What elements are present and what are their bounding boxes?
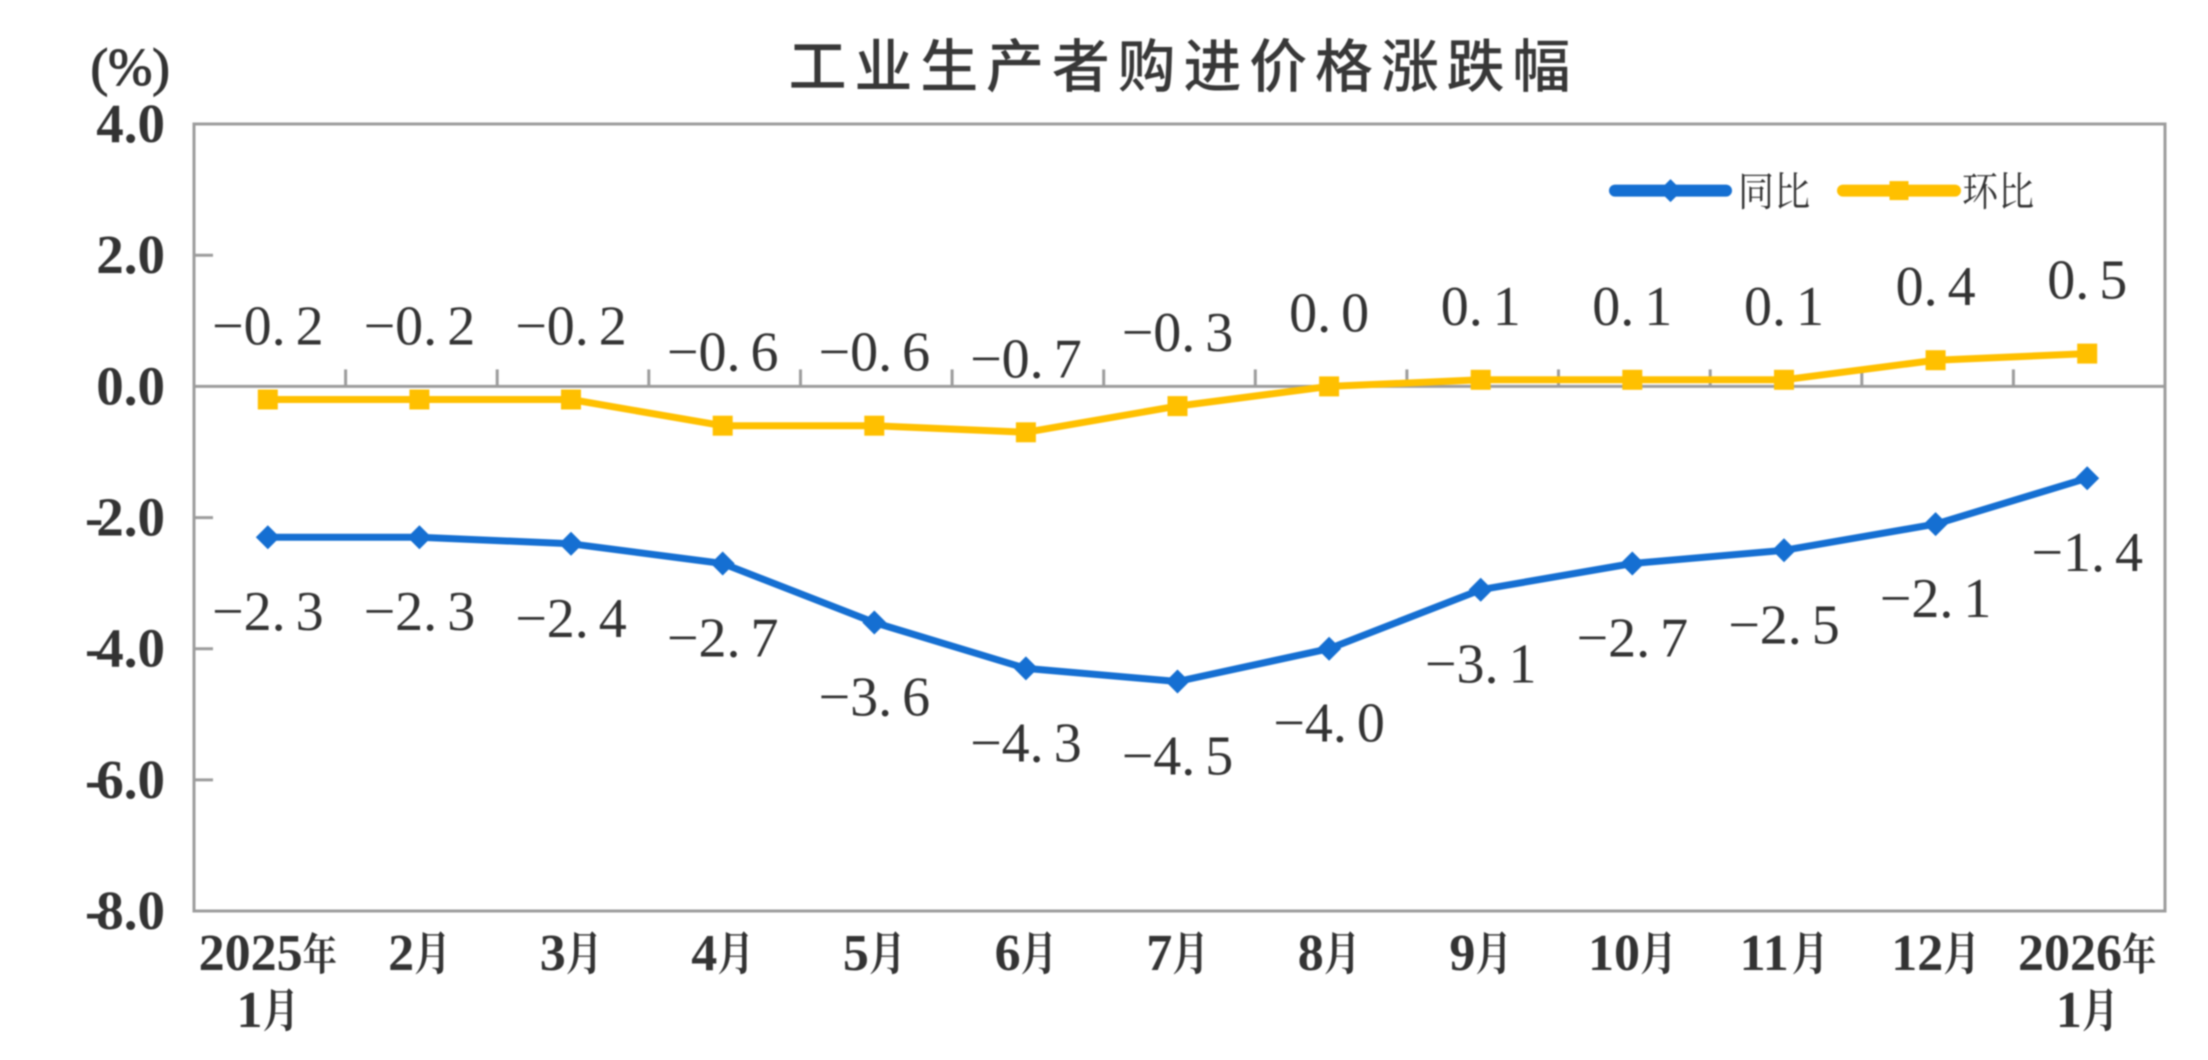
svg-text:4.0: 4.0 [96, 618, 165, 679]
svg-text:−0.7: −0. 7 [970, 328, 1082, 390]
svg-text:−0.3: −0. 3 [1122, 302, 1234, 364]
svg-text:8.0: 8.0 [96, 880, 165, 941]
svg-text:−2.3: −2. 3 [364, 581, 476, 643]
svg-text:−4.3: −4. 3 [970, 712, 1082, 774]
svg-text:8: 8 [1298, 925, 1324, 982]
svg-text:4: 4 [691, 925, 717, 982]
svg-text:0.1: 0. 1 [1592, 276, 1672, 338]
svg-text:-: - [85, 618, 103, 679]
svg-text:0.0: 0.0 [1289, 282, 1369, 344]
svg-text:0.0: 0.0 [96, 355, 165, 416]
svg-text:−1.4: −1. 4 [2031, 522, 2143, 584]
svg-text:7: 7 [1146, 925, 1172, 982]
svg-text:(%): (%) [91, 39, 170, 97]
svg-text:3: 3 [540, 925, 566, 982]
svg-text:−2.4: −2. 4 [515, 588, 627, 650]
svg-text:−4.0: −4. 0 [1273, 693, 1385, 755]
svg-text:−0.6: −0. 6 [819, 322, 931, 384]
svg-text:-: - [85, 749, 103, 810]
svg-text:5: 5 [843, 925, 869, 982]
svg-text:−2.3: −2. 3 [212, 581, 324, 643]
svg-text:−2.7: −2. 7 [1577, 608, 1689, 670]
svg-text:−0.2: −0. 2 [515, 296, 627, 358]
svg-text:12: 12 [1891, 925, 1943, 982]
svg-text:11: 11 [1740, 925, 1789, 982]
svg-text:−2.1: −2. 1 [1880, 568, 1992, 630]
svg-text:−2.5: −2. 5 [1728, 594, 1840, 656]
svg-text:−4.5: −4. 5 [1122, 726, 1234, 788]
svg-text:−0.6: −0. 6 [667, 322, 779, 384]
svg-text:9: 9 [1449, 925, 1475, 982]
svg-text:2: 2 [388, 925, 414, 982]
svg-text:0.1: 0. 1 [1441, 276, 1521, 338]
svg-text:−0.2: −0. 2 [212, 296, 324, 358]
svg-text:2.0: 2.0 [96, 224, 165, 285]
svg-text:−3.1: −3. 1 [1425, 634, 1537, 696]
svg-text:1: 1 [237, 982, 263, 1039]
svg-text:10: 10 [1588, 925, 1640, 982]
svg-text:4.0: 4.0 [96, 93, 165, 154]
svg-text:−2.7: −2. 7 [667, 608, 779, 670]
svg-text:6: 6 [995, 925, 1021, 982]
svg-text:0.5: 0. 5 [2047, 250, 2127, 312]
svg-text:2.0: 2.0 [96, 487, 165, 548]
svg-text:-: - [85, 487, 103, 548]
svg-text:0.4: 0. 4 [1896, 256, 1976, 318]
svg-text:−0.2: −0. 2 [364, 296, 476, 358]
svg-text:1: 1 [2056, 982, 2082, 1039]
svg-text:-: - [85, 880, 103, 941]
svg-text:2025: 2025 [199, 925, 303, 982]
svg-text:2026: 2026 [2018, 925, 2122, 982]
svg-text:−3.6: −3. 6 [819, 667, 931, 729]
svg-text:6.0: 6.0 [96, 749, 165, 810]
svg-text:0.1: 0. 1 [1744, 276, 1824, 338]
